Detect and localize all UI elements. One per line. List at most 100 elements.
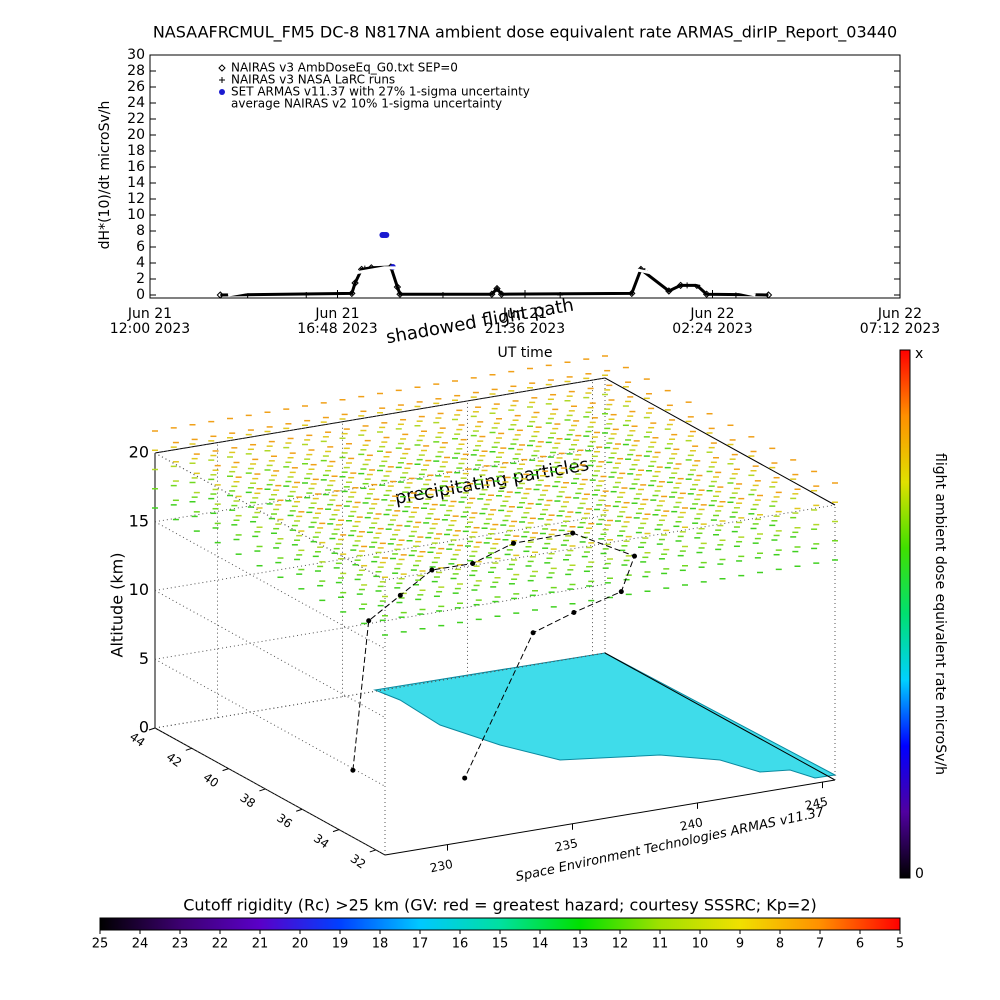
colorbar-tick-label: 20 [292,937,309,952]
colorbar-tick-label: 8 [776,937,784,952]
colorbar-tick-label: 6 [856,937,864,952]
legend-label: average NAIRAS v2 10% 1-sigma uncertaint… [231,97,502,111]
lat-tick-label: 40 [201,770,222,790]
grid-line [154,583,606,660]
marker [393,283,402,291]
rigidity-surface [373,652,837,779]
lat-tick-label: 34 [311,831,332,851]
colorbar-tick-label: 10 [692,937,709,952]
y-tick-label: 4 [136,255,145,271]
y-tick-label: 8 [136,223,145,239]
lat-tick-label: 42 [164,750,185,770]
lat-axis [154,727,386,856]
marker [348,289,356,298]
z-tick-label: 20 [129,443,149,462]
grid-line [154,658,386,787]
colorbar-tick-label: 15 [492,937,509,952]
y-tick-label: 22 [127,111,145,127]
x-tick-label: 07:12 2023 [860,321,940,337]
y-tick-label: 26 [127,79,145,95]
marker [628,289,636,298]
marker [665,287,673,295]
marker [216,291,225,299]
marker [303,292,310,298]
y-tick-label: 28 [127,63,145,79]
marker [764,291,773,299]
marker [497,290,506,298]
colorbar-tick-label: 17 [412,937,429,952]
marker [684,282,691,289]
x-tick-label: Jun 21 [314,306,359,322]
lat-tick [222,768,229,772]
colorbar-min-label: 0 [915,866,924,882]
flight-point [350,767,356,773]
colorbar-tick-label: 16 [452,937,469,952]
x-tick-label: 12:00 2023 [110,321,190,337]
grid-line [154,521,386,650]
colorbar-tick-label: 22 [212,937,229,952]
marker [383,232,390,238]
flight-point [470,560,476,566]
y-tick-label: 2 [136,271,145,287]
colorbar-title: Cutoff rigidity (Rc) >25 km (GV: red = g… [183,896,817,915]
x-tick-label: Jun 21 [502,306,547,322]
flight-point [462,775,468,781]
z-tick-label: 0 [139,718,149,737]
colorbar-tick-label: 24 [132,937,149,952]
y-tick-label: 24 [127,95,145,111]
legend-marker [219,89,225,95]
colorbar-tick-label: 14 [532,937,549,952]
legend-label: NAIRAS v3 NASA LaRC runs [231,73,395,87]
y-tick-label: 10 [127,207,145,223]
x-tick-label: Jun 22 [689,306,734,322]
grid-line [154,446,606,523]
lon-tick-label: 245 [804,794,829,812]
marker [488,290,496,298]
colorbar [99,917,901,931]
colorbar-tick-label: 5 [896,937,904,952]
z-axis-label: Altitude (km) [108,553,127,658]
z-tick-label: 10 [129,580,149,599]
colorbar-tick-label: 7 [816,937,824,952]
marker [493,284,501,293]
box-edge [604,652,836,781]
lon-tick-label: 230 [429,857,454,875]
y-tick-label: 6 [136,239,145,255]
flight-point [618,589,624,595]
legend-label: NAIRAS v3 AmbDoseEq_G0.txt SEP=0 [231,61,458,75]
flight-point [530,630,536,636]
lat-tick-label: 32 [348,851,369,871]
x-tick-label: 21:36 2023 [485,321,565,337]
colorbar-label: flight ambient dose equivalent rate micr… [932,453,948,775]
marker [637,265,645,274]
legend-marker [218,64,226,72]
marker [732,292,739,298]
lat-tick [185,747,192,751]
lat-tick-label: 38 [237,790,258,810]
flight-point [570,530,576,536]
y-axis-label: dH*(10)/dt microSv/h [97,101,113,250]
lat-tick [296,808,303,812]
annotation: precipitating particles [393,454,590,509]
y-tick-label: 18 [127,143,145,159]
chart-title: NASAAFRCMUL_FM5 DC-8 N817NA ambient dose… [153,23,897,43]
x-tick-label: 16:48 2023 [297,321,377,337]
y-tick-label: 16 [127,159,145,175]
series-line [227,266,756,297]
colorbar-tick-label: 19 [332,937,349,952]
colorbar-tick-label: 12 [612,937,629,952]
lat-tick [148,727,156,731]
colorbar [899,349,911,879]
x-tick-label: 02:24 2023 [672,321,752,337]
y-tick-label: 14 [127,175,145,191]
legend-label: SET ARMAS v11.37 with 27% 1-sigma uncert… [231,85,530,99]
grid-line [154,652,606,729]
legend-marker [219,77,225,83]
y-tick-label: 0 [136,287,145,303]
colorbar-tick-label: 13 [572,937,589,952]
flight-point [571,609,577,615]
marker [702,290,711,298]
colorbar-tick-label: 18 [372,937,389,952]
marker [396,290,404,298]
